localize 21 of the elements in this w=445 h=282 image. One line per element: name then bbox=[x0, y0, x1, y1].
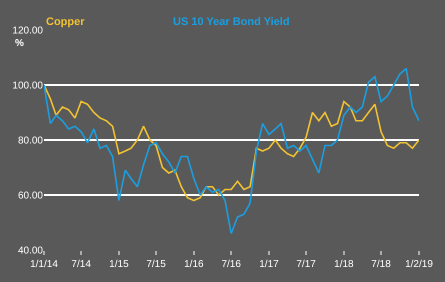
x-tick-label: 7/14 bbox=[71, 259, 92, 270]
x-tick-label: 1/18 bbox=[334, 259, 354, 270]
x-tick-label: 1/17 bbox=[259, 259, 280, 270]
x-tick-label: 1/15 bbox=[109, 259, 130, 270]
line-series bbox=[44, 68, 419, 234]
x-tick-label: 1/2/19 bbox=[405, 259, 434, 270]
x-tick-label: 1/1/14 bbox=[30, 259, 58, 270]
line-series bbox=[44, 84, 419, 202]
text: Copper bbox=[46, 16, 86, 28]
y-tick-label: 80.00 bbox=[18, 136, 44, 146]
x-tick-label: 7/15 bbox=[146, 259, 166, 270]
x-tick-label: 1/16 bbox=[184, 259, 204, 270]
y-axis-title: % bbox=[15, 38, 24, 49]
x-tick-label: 7/17 bbox=[296, 259, 316, 270]
x-tick-label: 7/16 bbox=[221, 259, 242, 270]
y-tick-label: 40.00 bbox=[18, 246, 44, 256]
y-tick-label: 120.00 bbox=[12, 26, 44, 36]
y-tick-label: 60.00 bbox=[18, 190, 44, 202]
text: US 10 Year Bond Yield bbox=[173, 16, 290, 28]
y-tick-label: 100.00 bbox=[12, 80, 44, 92]
x-tick-label: 7/18 bbox=[371, 259, 392, 270]
